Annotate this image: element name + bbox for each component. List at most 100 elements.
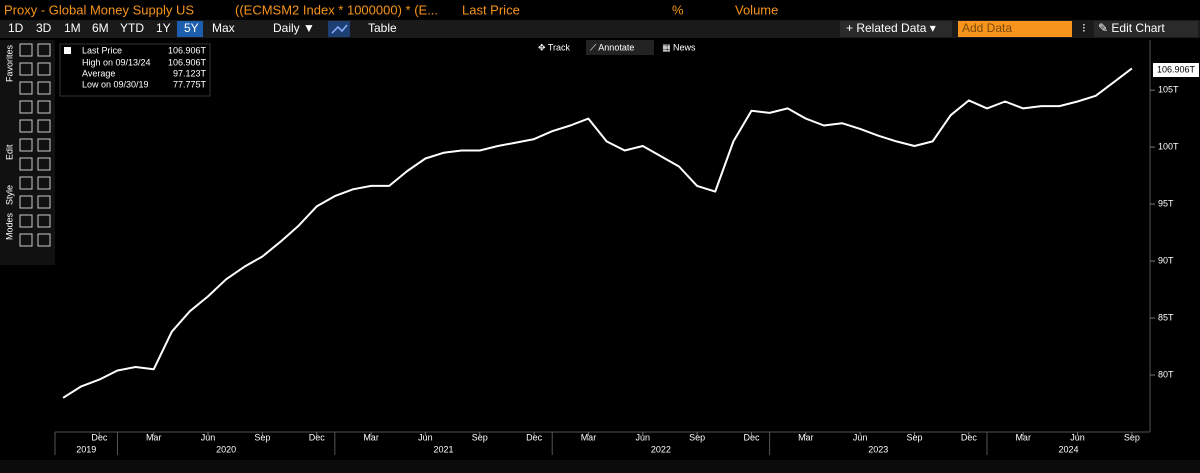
x-tick-label: Dec bbox=[961, 432, 978, 442]
tool-icon[interactable] bbox=[19, 195, 33, 209]
year-label: 2024 bbox=[1058, 444, 1078, 454]
year-label: 2023 bbox=[868, 444, 888, 454]
tool-icon[interactable] bbox=[19, 157, 33, 171]
tool-icon[interactable] bbox=[37, 81, 51, 95]
tool-icon[interactable] bbox=[19, 43, 33, 57]
x-tick-label: Mar bbox=[363, 432, 379, 442]
range-buttons: 1D 3D 1M 6M YTD 1Y 5Y Max bbox=[8, 21, 235, 37]
tool-icon[interactable] bbox=[19, 176, 33, 190]
tool-icon[interactable] bbox=[19, 138, 33, 152]
stat-value: 97.123T bbox=[173, 68, 207, 78]
tool-icon[interactable] bbox=[37, 100, 51, 114]
year-label: 2020 bbox=[216, 444, 236, 454]
legend-last: 106.906T bbox=[168, 45, 207, 55]
x-tick-label: Mar bbox=[1015, 432, 1031, 442]
side-tab[interactable]: Favorites bbox=[4, 44, 14, 82]
tool-icon[interactable] bbox=[19, 62, 33, 76]
tool-icon[interactable] bbox=[37, 62, 51, 76]
period-select[interactable]: Daily ▼ bbox=[273, 21, 315, 35]
x-tick-label: Jun bbox=[418, 432, 433, 442]
last-value-tag bbox=[1153, 63, 1199, 77]
add-data-input[interactable] bbox=[958, 21, 1072, 37]
x-tick-label: Sep bbox=[1124, 432, 1140, 442]
legend-swatch bbox=[64, 47, 71, 54]
stat-label: Average bbox=[82, 68, 115, 78]
chart-tool[interactable]: ▦ News bbox=[662, 42, 696, 52]
edit-chart-button[interactable] bbox=[1094, 21, 1198, 37]
table-button[interactable]: Table bbox=[368, 21, 397, 35]
legend-series: Last Price bbox=[82, 45, 122, 55]
year-label: 2022 bbox=[651, 444, 671, 454]
tool-icons bbox=[19, 43, 51, 247]
add-data-label: Add Data bbox=[962, 21, 1012, 35]
range-active bbox=[177, 21, 203, 37]
header-percent: % bbox=[672, 2, 684, 17]
range-button[interactable]: 1M bbox=[64, 21, 81, 35]
y-tick-label: 90T bbox=[1158, 255, 1174, 265]
tool-icon[interactable] bbox=[37, 233, 51, 247]
chart-icon bbox=[331, 24, 348, 34]
range-button[interactable]: 1D bbox=[8, 21, 24, 35]
tool-icon[interactable] bbox=[19, 119, 33, 133]
year-label: 2019 bbox=[76, 444, 96, 454]
side-tab[interactable]: Edit bbox=[4, 144, 14, 160]
legend-stats: High on 09/13/24 106.906T Average 97.123T Lo… bbox=[82, 57, 207, 89]
tool-icon[interactable] bbox=[37, 43, 51, 57]
tool-icon[interactable] bbox=[37, 176, 51, 190]
x-tick-label: Sep bbox=[907, 432, 923, 442]
x-tick-label: Jun bbox=[853, 432, 868, 442]
x-tick-label: Dec bbox=[526, 432, 543, 442]
side-tab[interactable]: Style bbox=[4, 185, 14, 205]
chart-tool[interactable]: ⟋ Annotate bbox=[590, 42, 634, 52]
tool-icon[interactable] bbox=[19, 81, 33, 95]
tool-active bbox=[586, 40, 654, 55]
chart-tool[interactable]: ✥ Track bbox=[538, 42, 571, 52]
related-button[interactable] bbox=[840, 21, 952, 37]
tool-icon[interactable] bbox=[37, 138, 51, 152]
tool-icon[interactable] bbox=[19, 214, 33, 228]
y-tick-label: 80T bbox=[1158, 369, 1174, 379]
x-tick-label: Dec bbox=[743, 432, 760, 442]
y-tick-label: 95T bbox=[1158, 198, 1174, 208]
stat-value: 106.906T bbox=[168, 57, 207, 67]
range-button[interactable]: 5Y bbox=[184, 21, 199, 35]
x-tick-label: Sep bbox=[254, 432, 270, 442]
side-tab[interactable]: Modes bbox=[4, 212, 14, 240]
x-tick-label: Jun bbox=[201, 432, 216, 442]
tool-icon[interactable] bbox=[37, 119, 51, 133]
tool-icon[interactable] bbox=[37, 195, 51, 209]
range-button[interactable]: Max bbox=[212, 21, 235, 35]
range-button[interactable]: 1Y bbox=[156, 21, 171, 35]
range-button[interactable]: YTD bbox=[120, 21, 144, 35]
y-tick-label: 105T bbox=[1158, 85, 1179, 95]
plot: 80T 85T 90T 95T 100T 105T Dec Mar Jun Sep Dec Mar Ju… bbox=[54, 67, 1179, 455]
edit-chart-label: ✎ Edit Chart bbox=[1098, 21, 1165, 35]
more-button[interactable]: ⁝ bbox=[1082, 21, 1086, 35]
tool-icon[interactable] bbox=[37, 214, 51, 228]
range-button[interactable]: 3D bbox=[36, 21, 52, 35]
x-tick-label: Dec bbox=[309, 432, 326, 442]
range-button[interactable]: 6M bbox=[92, 21, 109, 35]
related-label: + Related Data ▾ bbox=[846, 21, 936, 35]
stat-value: 77.775T bbox=[173, 79, 207, 89]
x-tick-label: Mar bbox=[146, 432, 162, 442]
x-tick-label: Sep bbox=[472, 432, 488, 442]
status-bar bbox=[0, 460, 1200, 473]
tool-icon[interactable] bbox=[37, 157, 51, 171]
header-field: Last Price bbox=[462, 2, 520, 17]
legend-box bbox=[59, 43, 211, 97]
tool-icon[interactable] bbox=[19, 233, 33, 247]
price-line bbox=[62, 67, 1133, 399]
x-tick-label: Mar bbox=[581, 432, 597, 442]
stat-label: High on 09/13/24 bbox=[82, 57, 151, 67]
header-title: Proxy - Global Money Supply US bbox=[4, 2, 194, 17]
last-value-text: 106.906T bbox=[1157, 64, 1196, 74]
y-tick-label: 85T bbox=[1158, 312, 1174, 322]
year-label: 2021 bbox=[434, 444, 454, 454]
tool-icon[interactable] bbox=[19, 100, 33, 114]
x-tick-label: Sep bbox=[689, 432, 705, 442]
stat-label: Low on 09/30/19 bbox=[82, 79, 149, 89]
header-volume: Volume bbox=[735, 2, 778, 17]
